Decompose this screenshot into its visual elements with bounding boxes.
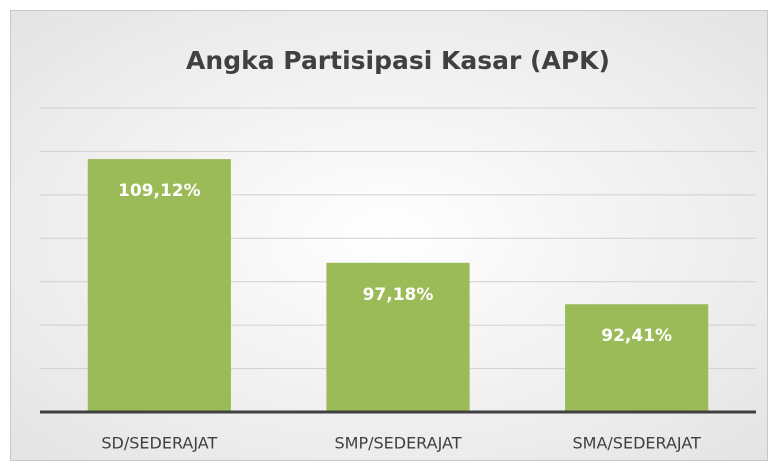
x-tick-label: SMA/SEDERAJAT (573, 434, 702, 453)
data-label: 109,12% (118, 181, 201, 201)
chart-title: Angka Partisipasi Kasar (APK) (186, 46, 610, 75)
data-label: 97,18% (363, 285, 434, 305)
data-label: 92,41% (601, 326, 672, 346)
bar (87, 159, 231, 412)
bar (326, 262, 470, 412)
bar (565, 304, 709, 412)
x-tick-label: SMP/SEDERAJAT (334, 434, 461, 453)
x-tick-label: SD/SEDERAJAT (101, 434, 217, 453)
